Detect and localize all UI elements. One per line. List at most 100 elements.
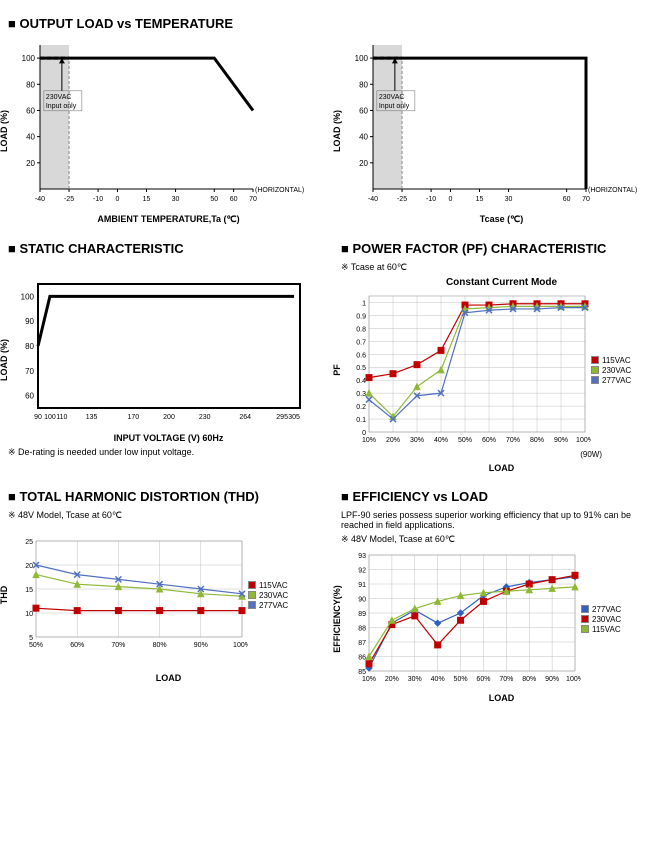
svg-text:90%: 90% [194,642,208,649]
svg-text:-10: -10 [426,196,436,203]
svg-text:89: 89 [358,611,366,618]
svg-text:80: 80 [25,342,34,351]
svg-text:0: 0 [449,196,453,203]
svg-text:90: 90 [34,414,42,421]
svg-text:0.4: 0.4 [356,378,366,385]
svg-text:100%: 100% [576,437,591,444]
svg-text:100: 100 [355,54,369,63]
svg-text:91: 91 [358,582,366,589]
svg-text:90: 90 [358,597,366,604]
svg-text:0: 0 [362,430,366,437]
eff-legend: 277VAC230VAC115VAC [581,604,621,635]
thd-legend: 115VAC230VAC277VAC [248,580,288,611]
svg-text:40: 40 [26,133,35,142]
svg-text:50: 50 [210,196,218,203]
pf-legend: 115VAC230VAC277VAC [591,355,631,386]
svg-text:80: 80 [26,80,35,89]
svg-text:0.3: 0.3 [356,391,366,398]
svg-text:25: 25 [25,539,33,546]
svg-text:100%: 100% [566,676,581,683]
svg-text:200: 200 [163,414,175,421]
svg-text:30%: 30% [408,676,422,683]
svg-text:0.1: 0.1 [356,417,366,424]
svg-text:-10: -10 [93,196,103,203]
section-pf: POWER FACTOR (PF) CHARACTERISTIC [341,241,662,256]
svg-text:Input only: Input only [379,103,410,110]
svg-text:-40: -40 [368,196,378,203]
svg-text:40%: 40% [431,676,445,683]
svg-text:-25: -25 [397,196,407,203]
svg-text:10%: 10% [362,676,376,683]
svg-text:80%: 80% [153,642,167,649]
svg-text:305: 305 [288,414,300,421]
derating-chart-2: LOAD (%) 20406080100-40-25-1001530607023… [341,37,662,225]
svg-text:92: 92 [358,568,366,575]
svg-text:100: 100 [21,292,35,301]
derating-chart-1: LOAD (%) 20406080100-40-25-1001530506070… [8,37,329,225]
svg-text:110: 110 [56,414,67,421]
svg-text:85: 85 [358,669,366,676]
svg-text:15: 15 [476,196,484,203]
svg-text:70%: 70% [506,437,520,444]
eff-chart: EFFICIENCY(%) 85868788899091929310%20%30… [341,549,662,689]
svg-text:10: 10 [25,611,33,618]
svg-text:50%: 50% [454,676,468,683]
svg-text:(HORIZONTAL): (HORIZONTAL) [255,187,304,194]
svg-text:20%: 20% [386,437,400,444]
svg-text:70%: 70% [499,676,513,683]
svg-text:90: 90 [25,317,34,326]
svg-text:0.2: 0.2 [356,404,366,411]
svg-text:230VAC: 230VAC [379,94,405,101]
svg-text:135: 135 [86,414,98,421]
svg-text:60: 60 [25,392,34,401]
svg-text:-25: -25 [64,196,74,203]
svg-text:0.9: 0.9 [356,313,366,320]
svg-text:20: 20 [26,159,35,168]
svg-text:230: 230 [199,414,211,421]
svg-text:230VAC: 230VAC [46,94,72,101]
pf-chart: PF 00.10.20.30.40.50.60.70.80.9110%20%30… [341,290,662,450]
section-thd: TOTAL HARMONIC DISTORTION (THD) [8,489,329,504]
svg-text:50%: 50% [29,642,43,649]
svg-text:86: 86 [358,655,366,662]
svg-text:93: 93 [358,553,366,560]
svg-text:70%: 70% [111,642,125,649]
svg-text:0.7: 0.7 [356,339,366,346]
svg-text:0.6: 0.6 [356,352,366,359]
svg-text:15: 15 [25,587,33,594]
svg-text:20%: 20% [385,676,399,683]
svg-text:87: 87 [358,640,366,647]
section-static: STATIC CHARACTERISTIC [8,241,329,256]
svg-text:30: 30 [505,196,513,203]
svg-text:100: 100 [44,414,56,421]
svg-text:40: 40 [359,133,368,142]
svg-text:60%: 60% [482,437,496,444]
svg-text:50%: 50% [458,437,472,444]
svg-text:20: 20 [359,159,368,168]
svg-text:88: 88 [358,626,366,633]
section-output-load: OUTPUT LOAD vs TEMPERATURE [8,16,662,31]
static-chart: LOAD (%) 6070809010090100110135170200230… [8,276,329,443]
svg-text:170: 170 [127,414,139,421]
svg-text:80: 80 [359,80,368,89]
svg-text:90%: 90% [554,437,568,444]
svg-text:5: 5 [29,635,33,642]
thd-chart: THD 51015202550%60%70%80%90%100% 115VAC2… [8,535,329,655]
svg-text:1: 1 [362,300,366,307]
svg-text:60%: 60% [476,676,490,683]
section-eff: EFFICIENCY vs LOAD [341,489,662,504]
svg-text:295: 295 [276,414,288,421]
svg-text:20: 20 [25,563,33,570]
svg-text:10%: 10% [362,437,376,444]
svg-text:70: 70 [582,196,590,203]
svg-text:264: 264 [239,414,251,421]
svg-text:70: 70 [249,196,257,203]
svg-text:30%: 30% [410,437,424,444]
svg-text:70: 70 [25,367,34,376]
svg-text:40%: 40% [434,437,448,444]
svg-text:100: 100 [22,54,36,63]
svg-text:15: 15 [143,196,151,203]
svg-text:100%: 100% [233,642,248,649]
svg-text:80%: 80% [530,437,544,444]
svg-text:0.5: 0.5 [356,365,366,372]
